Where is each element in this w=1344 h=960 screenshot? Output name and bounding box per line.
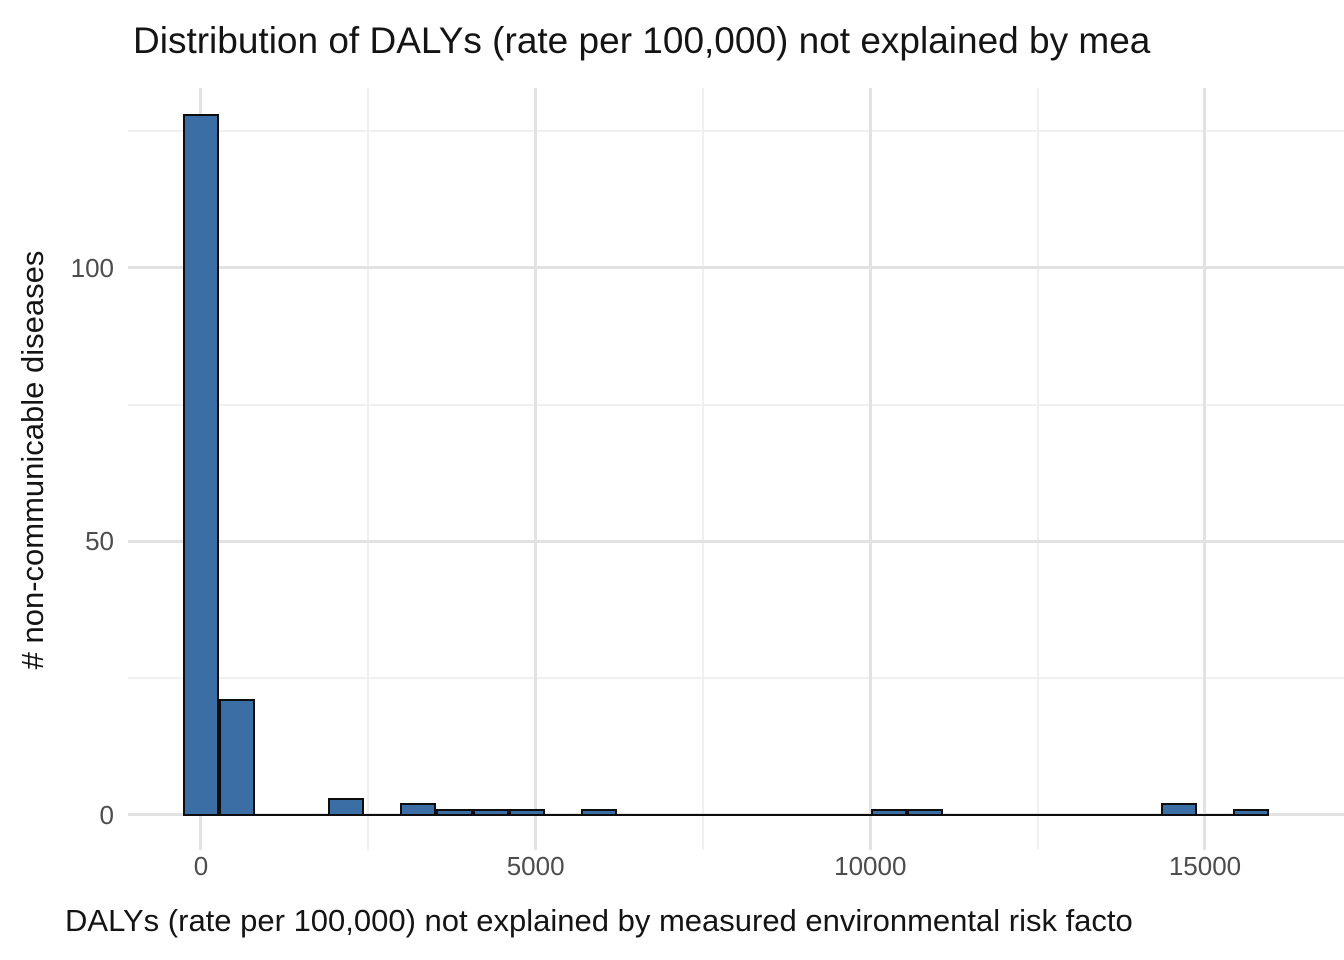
x-tick-label: 0	[193, 851, 209, 881]
histogram-zero-line	[182, 813, 1270, 817]
histogram-bar	[472, 808, 509, 817]
histogram-bar	[400, 803, 437, 817]
y-major-gridline	[128, 266, 1344, 270]
histogram-bar	[1160, 803, 1197, 817]
x-major-gridline	[1203, 88, 1207, 850]
y-minor-gridline	[128, 403, 1344, 406]
histogram-bar	[581, 808, 618, 817]
histogram-bar	[327, 797, 364, 817]
x-major-gridline	[534, 88, 538, 850]
y-tick-label: 0	[99, 799, 114, 830]
x-minor-gridline	[701, 88, 704, 850]
x-minor-gridline	[367, 88, 370, 850]
x-axis-label: DALYs (rate per 100,000) not explained b…	[65, 903, 1133, 938]
y-tick-label: 50	[85, 526, 114, 557]
y-minor-gridline	[128, 130, 1344, 133]
x-major-gridline	[868, 88, 872, 850]
y-major-gridline	[128, 539, 1344, 543]
chart-title: Distribution of DALYs (rate per 100,000)…	[133, 20, 1151, 61]
y-minor-gridline	[128, 677, 1344, 680]
histogram-bar	[870, 808, 908, 817]
histogram-bar	[219, 699, 256, 817]
x-tick-label: 5000	[506, 851, 565, 881]
histogram-bar	[508, 808, 545, 817]
histogram-bar	[907, 808, 944, 817]
histogram-bar	[1232, 808, 1270, 817]
histogram-bar	[436, 808, 473, 817]
x-tick-label: 10000	[834, 851, 907, 881]
y-tick-label: 100	[70, 252, 114, 283]
histogram-bar	[182, 113, 220, 817]
x-tick-label: 15000	[1168, 851, 1242, 881]
x-minor-gridline	[1036, 88, 1039, 850]
y-axis-label: # non-communicable diseases	[15, 250, 50, 670]
plot-panel	[128, 88, 1344, 850]
